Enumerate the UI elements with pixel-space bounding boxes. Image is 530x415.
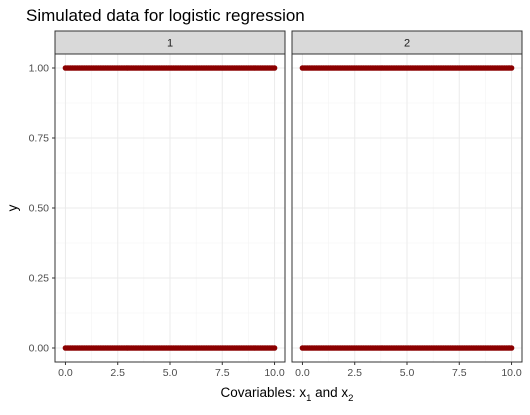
facet-panel-2: 2 0.0 2.5 5.0 7.5 10.0 <box>291 30 523 379</box>
facet-strip-label: 1 <box>167 38 173 50</box>
data-point <box>271 345 278 351</box>
x-tick-label: 7.5 <box>215 367 230 379</box>
x-axis-title-main: Covariables: x <box>221 385 307 400</box>
x-axis-title-sub2: 2 <box>348 393 353 404</box>
data-point <box>271 65 278 71</box>
x-tick-label: 10.0 <box>501 367 522 379</box>
x-tick-label: 2.5 <box>110 367 125 379</box>
data-point <box>508 65 515 71</box>
x-tick-label: 7.5 <box>452 367 467 379</box>
y-tick-label: 1.00 <box>29 63 50 75</box>
y-tick-label: 0.50 <box>29 203 50 215</box>
data-point <box>508 345 515 351</box>
facet-panel-1: 10.0 2.5 5.0 7.5 10.00.000.250.500.751.00 <box>29 30 286 379</box>
y-tick-label: 0.25 <box>29 273 50 285</box>
facet-panels: 10.0 2.5 5.0 7.5 10.00.000.250.500.751.0020.… <box>29 30 523 379</box>
x-tick-label: 2.5 <box>347 367 362 379</box>
data-points <box>299 65 515 351</box>
x-tick-label: 0.0 <box>58 367 73 379</box>
x-axis-title-mid: and x <box>311 385 348 400</box>
chart-title: Simulated data for logistic regression <box>26 6 305 25</box>
y-tick-label: 0.75 <box>29 133 50 145</box>
y-tick-label: 0.00 <box>29 343 50 355</box>
x-tick-label: 0.0 <box>295 367 310 379</box>
x-tick-label: 5.0 <box>400 367 415 379</box>
x-tick-label: 10.0 <box>264 367 285 379</box>
y-axis-title: y <box>5 204 20 211</box>
x-axis-title: Covariables: x1 and x2 <box>221 385 354 404</box>
x-tick-label: 5.0 <box>163 367 178 379</box>
x-axis-title-sub1: 1 <box>306 393 311 404</box>
data-points <box>62 65 278 351</box>
facet-strip-label: 2 <box>404 38 410 50</box>
